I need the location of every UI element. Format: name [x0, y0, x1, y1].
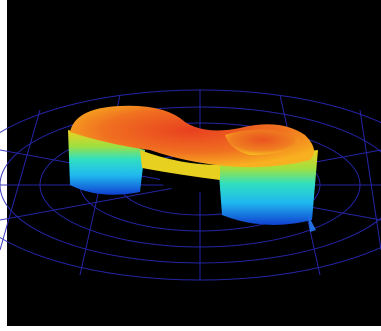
right-pillar: [218, 150, 318, 225]
right-top: [225, 129, 300, 155]
drip: [308, 215, 316, 232]
background: [7, 0, 381, 326]
surface: [68, 105, 318, 232]
bridge-side: [140, 150, 220, 180]
